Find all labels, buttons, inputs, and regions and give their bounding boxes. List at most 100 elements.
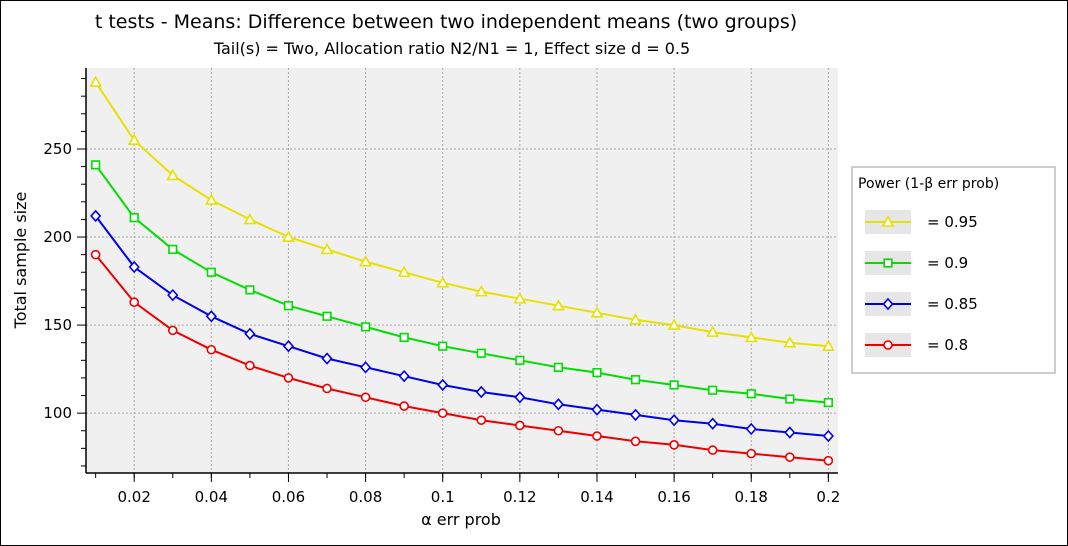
legend-item: = 0.9 <box>865 251 968 275</box>
data-point <box>322 311 332 321</box>
data-point <box>630 436 641 447</box>
data-point <box>669 440 679 450</box>
legend-marker <box>881 215 895 227</box>
data-point <box>360 361 372 374</box>
data-point <box>708 385 718 395</box>
data-point <box>359 255 372 267</box>
data-point <box>167 288 179 302</box>
x-tick-label: 0.08 <box>349 488 382 506</box>
data-point <box>283 373 294 383</box>
data-point <box>707 445 718 455</box>
data-point <box>398 369 410 383</box>
data-point <box>591 403 603 416</box>
data-point <box>553 362 564 372</box>
x-tick-label: 0.14 <box>580 488 613 506</box>
data-point <box>437 408 448 418</box>
data-point <box>436 276 450 288</box>
data-point <box>129 297 140 307</box>
data-point <box>592 368 602 378</box>
data-point <box>515 420 525 431</box>
data-point <box>321 352 333 365</box>
legend-label: = 0.9 <box>927 254 968 272</box>
series-triangle <box>89 75 835 352</box>
data-point <box>90 209 102 223</box>
data-point <box>746 448 757 459</box>
data-point <box>282 230 295 242</box>
data-point <box>515 355 525 365</box>
data-point <box>399 332 409 343</box>
legend: Power (1-β err prob) = 0.95= 0.9= 0.85= … <box>851 166 1056 374</box>
chart-title: t tests - Means: Difference between two … <box>95 11 797 33</box>
series-line <box>94 81 829 348</box>
data-point <box>476 348 486 358</box>
data-point <box>553 425 564 436</box>
data-point <box>592 431 602 441</box>
data-point <box>205 310 217 323</box>
data-point <box>168 244 178 254</box>
data-point <box>667 318 681 330</box>
data-point <box>245 285 255 295</box>
legend-label: = 0.8 <box>927 336 968 354</box>
data-point <box>360 392 371 403</box>
x-tick-label: 0.12 <box>503 488 536 506</box>
legend-marker <box>882 297 894 311</box>
series-circle <box>90 249 834 466</box>
data-point <box>823 397 833 408</box>
data-point <box>476 415 487 425</box>
axes <box>77 68 838 482</box>
data-point <box>746 389 756 399</box>
x-tick-label: 0.02 <box>118 488 151 506</box>
legend-item: = 0.85 <box>865 292 978 316</box>
legend-marker <box>883 258 893 268</box>
chart-subtitle: Tail(s) = Two, Allocation ratio N2/N1 = … <box>213 39 690 58</box>
x-tick-label: 0.16 <box>657 488 690 506</box>
data-point <box>630 375 641 385</box>
data-point <box>474 284 488 297</box>
data-point <box>282 340 295 353</box>
legend-label: = 0.95 <box>927 213 978 231</box>
data-point <box>283 301 294 311</box>
data-point <box>783 336 797 348</box>
x-tick-label: 0.06 <box>272 488 305 506</box>
data-point <box>91 160 101 170</box>
data-point <box>399 401 409 411</box>
y-tick-label: 250 <box>43 140 72 158</box>
x-tick-label: 0.2 <box>816 488 840 506</box>
data-point <box>244 327 256 341</box>
data-point <box>744 330 758 343</box>
data-point <box>129 213 139 223</box>
series-diamond <box>90 209 834 443</box>
data-point <box>823 455 834 466</box>
data-point <box>821 339 835 352</box>
data-point <box>206 267 216 277</box>
legend-marker <box>883 340 893 350</box>
data-point <box>243 212 257 225</box>
data-point <box>706 325 720 337</box>
data-point <box>784 452 795 462</box>
data-point <box>245 360 255 371</box>
data-point <box>128 260 140 274</box>
y-tick-label: 200 <box>43 228 72 246</box>
data-point <box>475 385 487 399</box>
series-line <box>94 164 829 404</box>
series-layer <box>89 75 835 466</box>
data-point <box>513 292 527 304</box>
data-point <box>629 313 642 325</box>
series-line <box>94 254 829 462</box>
data-point <box>438 341 448 351</box>
data-point <box>397 265 411 278</box>
plot-area <box>86 68 838 473</box>
y-axis-label: Total sample size <box>11 192 30 330</box>
series-square <box>91 160 833 408</box>
data-point <box>785 394 795 404</box>
data-point <box>784 426 796 439</box>
data-point <box>669 380 679 390</box>
x-tick-label: 0.1 <box>431 488 455 506</box>
data-point <box>745 422 757 436</box>
series-line <box>94 215 829 437</box>
legend-label: = 0.85 <box>927 295 978 313</box>
data-point <box>360 322 371 332</box>
data-point <box>822 429 834 443</box>
data-point <box>89 75 103 87</box>
